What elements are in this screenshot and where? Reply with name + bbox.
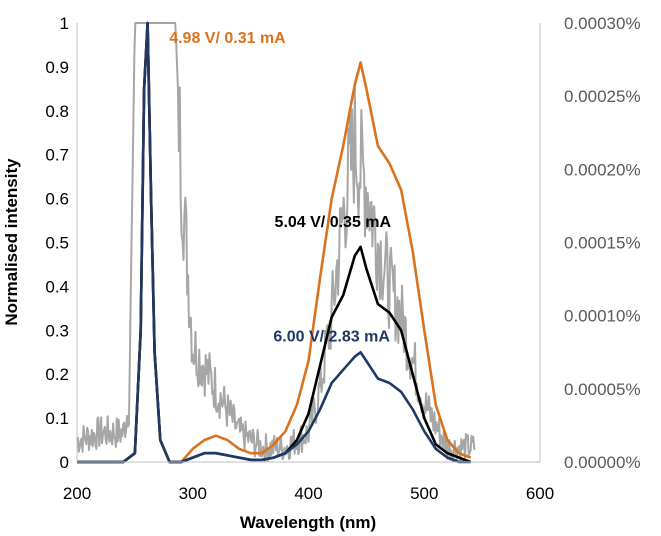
y-tick-label: 0.1 bbox=[45, 409, 69, 428]
y2-tick-label: 0.00005% bbox=[564, 380, 641, 399]
axis-layer bbox=[76, 23, 541, 463]
y-tick-label: 0.8 bbox=[45, 102, 69, 121]
y2-tick-label: 0.00010% bbox=[564, 307, 641, 326]
y-tick-label: 0 bbox=[60, 453, 69, 472]
x-tick-label: 400 bbox=[294, 484, 322, 503]
y-tick-label: 0.7 bbox=[45, 146, 69, 165]
y-tick-label: 1 bbox=[60, 14, 69, 33]
y-axis-title: Normalised intensity bbox=[2, 158, 21, 326]
series-annotation: 6.00 V/ 2.83 mA bbox=[273, 328, 390, 345]
y-tick-label: 0.2 bbox=[45, 365, 69, 384]
x-tick-label: 300 bbox=[179, 484, 207, 503]
series-layer bbox=[77, 21, 472, 464]
x-axis-title: Wavelength (nm) bbox=[240, 513, 376, 532]
y-tick-label: 0.3 bbox=[45, 321, 69, 340]
series-line bbox=[76, 22, 476, 463]
y2-tick-label: 0.00030% bbox=[564, 14, 641, 33]
y-tick-label: 0.5 bbox=[45, 234, 69, 253]
y2-tick-label: 0.00020% bbox=[564, 160, 641, 179]
x-tick-label: 600 bbox=[526, 484, 554, 503]
y-tick-label: 0.4 bbox=[45, 277, 69, 296]
x-tick-label: 200 bbox=[63, 484, 91, 503]
series-annotation: 4.98 V/ 0.31 mA bbox=[169, 30, 286, 47]
series-annotation: 5.04 V/ 0.35 mA bbox=[275, 214, 392, 231]
annotation-layer: 4.98 V/ 0.31 mA 5.04 V/ 0.35 mA 6.00 V/ 2.… bbox=[169, 30, 391, 346]
series-line bbox=[77, 21, 471, 464]
tick-label-layer: 0 0.1 0.2 0.3 0.4 0.5 0.6 0.7 0.8 0.9 1 0.00000% 0.0… bbox=[45, 14, 640, 503]
x-tick-label: 500 bbox=[410, 484, 438, 503]
y-tick-label: 0.9 bbox=[45, 58, 69, 77]
noise-series-layer bbox=[76, 22, 476, 463]
y2-tick-label: 0.00000% bbox=[564, 453, 641, 472]
y-tick-label: 0.6 bbox=[45, 190, 69, 209]
y2-tick-label: 0.00025% bbox=[564, 87, 641, 106]
series-line bbox=[77, 21, 472, 464]
y2-tick-label: 0.00015% bbox=[564, 234, 641, 253]
